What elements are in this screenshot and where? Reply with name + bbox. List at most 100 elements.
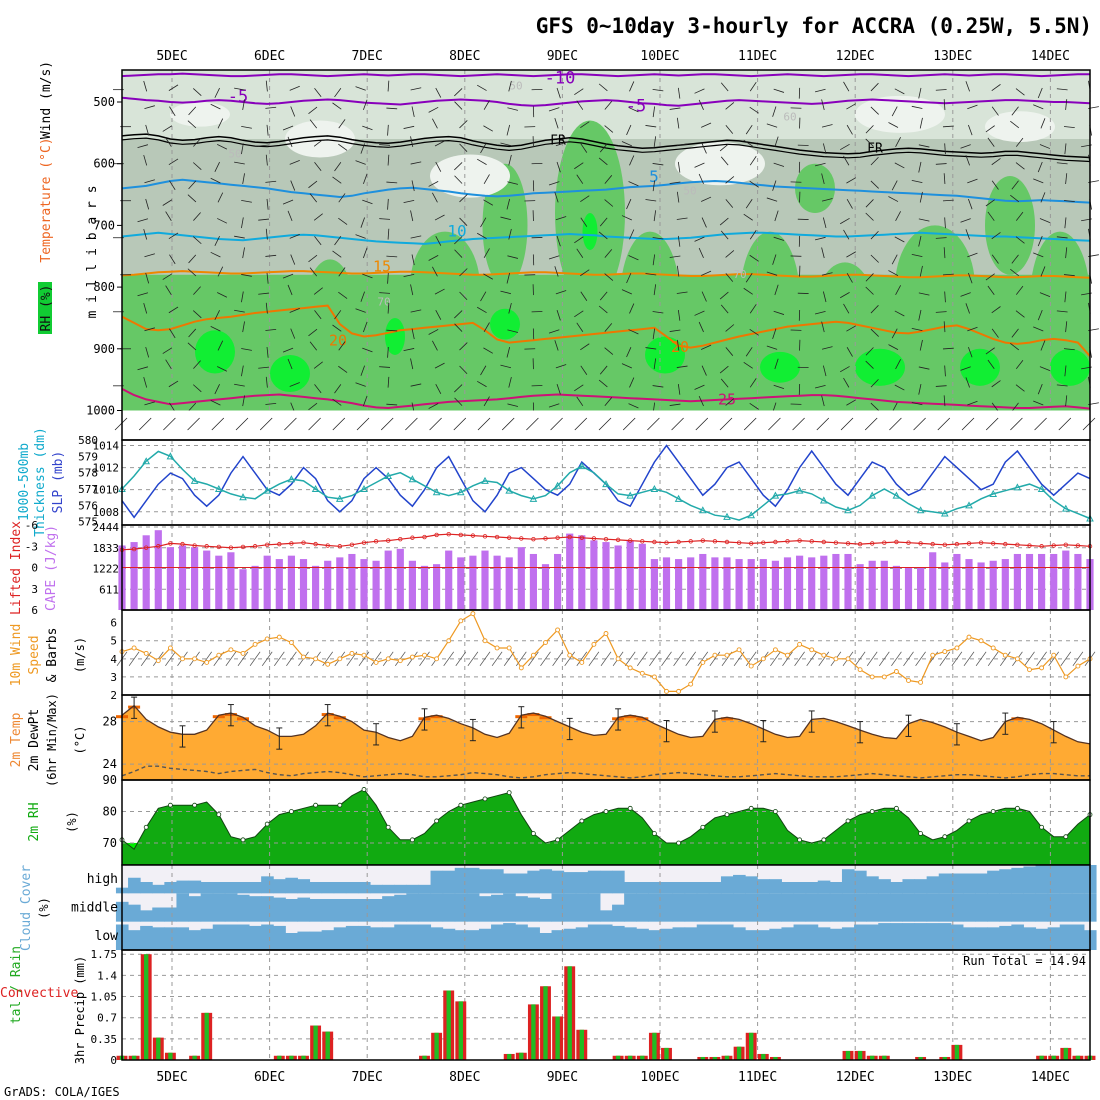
lifted-index-marker: [216, 544, 221, 550]
wind-barb: [580, 269, 590, 277]
thickness-line: [121, 450, 1091, 521]
cloud-low-bar: [902, 923, 916, 950]
cloud-middle-bar: [503, 893, 516, 922]
wind-barb: [210, 103, 221, 110]
cloud-low-bar: [442, 928, 456, 950]
wind-barb: [846, 124, 853, 135]
wind-barb: [985, 125, 995, 133]
rh-marker: [361, 787, 367, 792]
wind-barb: [821, 346, 833, 350]
wind-barb: [289, 308, 300, 313]
wind-barb: [188, 106, 197, 116]
cloud-low-bar: [370, 927, 383, 950]
wind-speed-marker: [143, 650, 149, 656]
cloud-high-bar: [406, 884, 419, 894]
wind-barb: [749, 180, 759, 188]
rh-marker: [409, 837, 415, 843]
wind-barb: [217, 118, 224, 129]
wind-speed-marker: [192, 656, 198, 662]
wind-barb: [580, 291, 588, 301]
isotherm-line: [121, 137, 1091, 163]
wind-barb: [386, 181, 398, 184]
wind-barb: [599, 217, 608, 227]
wind-barb: [772, 180, 777, 191]
wind-barb: [1034, 417, 1047, 431]
wind-barb: [506, 124, 511, 136]
wind-barb: [626, 198, 632, 210]
lifted-index-marker: [482, 534, 488, 539]
wind-barb: [1037, 235, 1043, 247]
wind-barb: [403, 348, 415, 352]
y-tick-label: 3: [31, 583, 38, 596]
wind-barb: [574, 162, 584, 170]
wind-barb: [870, 230, 879, 240]
bottom-date-label: 9DEC: [547, 1070, 578, 1085]
cape-bar: [1074, 553, 1082, 610]
wind-barb: [137, 366, 149, 371]
contour-label: -5: [626, 96, 646, 116]
wind-barb: [677, 161, 681, 173]
cloud-low-bar: [926, 923, 940, 950]
wind-barb: [483, 347, 493, 354]
wind-barb: [709, 651, 721, 667]
cloud-middle-bar: [854, 893, 867, 922]
wind-barb: [943, 99, 946, 110]
wind-barb: [888, 270, 899, 276]
lifted-index-marker: [373, 539, 379, 544]
thickness-marker: [771, 491, 780, 499]
wind-barb: [332, 324, 342, 332]
wind-barb: [774, 358, 779, 370]
wind-barb: [187, 194, 197, 203]
cloud-low-bar: [236, 924, 250, 950]
wind-barb: [459, 194, 468, 203]
cloud-middle-bar: [309, 899, 323, 922]
wind-barb: [313, 139, 323, 147]
cloud-middle-bar: [224, 893, 238, 922]
wind-barb: [694, 88, 705, 94]
wind-barb: [500, 290, 512, 295]
wind-barb: [188, 254, 197, 264]
wind-barb: [745, 124, 753, 135]
rh-dry-area: [675, 142, 765, 186]
wind-speed-marker: [252, 641, 258, 647]
cape-bar: [1050, 553, 1058, 610]
contour-label: 50: [509, 80, 522, 93]
wind-barb: [604, 397, 613, 406]
wind-barb: [143, 80, 148, 92]
cloud-middle-bar: [890, 893, 903, 922]
precip-convective-bar: [736, 1046, 742, 1060]
cloud-high-bar: [454, 867, 468, 894]
cape-bar: [203, 550, 211, 610]
wind-speed-marker: [809, 647, 815, 653]
wind-speed-marker: [651, 674, 657, 680]
rh-marker: [918, 831, 923, 836]
cloud-low-bar: [890, 923, 903, 950]
lifted-index-marker: [761, 540, 766, 545]
wind-barb: [1039, 218, 1051, 223]
cape-bar: [953, 553, 961, 610]
precip-convective-bar: [567, 966, 572, 1060]
wind-barb: [332, 102, 342, 110]
wind-barb: [628, 403, 639, 409]
wind-barb: [918, 309, 922, 321]
cloud-unit-label: (%): [37, 897, 51, 919]
cloud-middle-bar: [563, 893, 577, 922]
rh-very-humid-area: [760, 351, 800, 383]
wind-speed-marker: [833, 656, 839, 662]
wind-barb: [1056, 236, 1068, 239]
cloud-middle-bar: [987, 893, 1000, 922]
wind-barb: [673, 651, 684, 667]
wind-barb: [241, 217, 244, 229]
wind-barb: [435, 310, 442, 320]
cloud-low-bar: [563, 928, 577, 950]
cape-bar: [529, 553, 537, 610]
wind-speed-marker: [361, 652, 367, 658]
wind-barb: [265, 106, 277, 109]
cloud-low-bar: [793, 924, 807, 950]
cloud-middle-bar: [1047, 893, 1061, 922]
wind-barb: [1063, 126, 1075, 129]
wind-speed-marker: [591, 641, 597, 647]
wind-barb: [308, 180, 318, 189]
wind-speed-marker: [918, 679, 924, 685]
